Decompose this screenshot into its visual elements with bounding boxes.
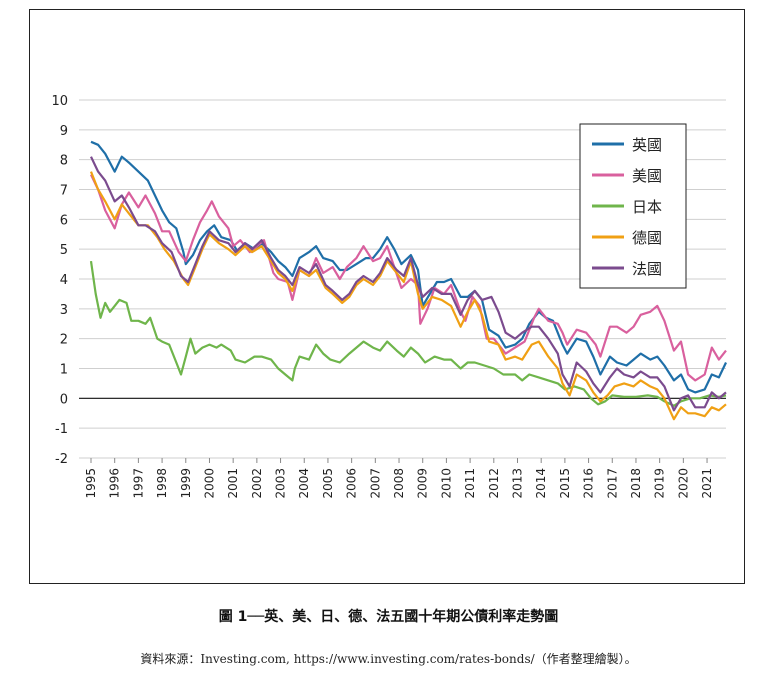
x-tick-label: 1996 [108, 468, 122, 499]
series-line-0 [90, 140, 727, 394]
x-tick-label: 2002 [250, 468, 264, 499]
y-tick-label: 0 [60, 392, 68, 407]
x-tick-label: 2018 [629, 468, 643, 499]
x-tick-label: 2006 [345, 468, 359, 499]
y-tick-label: -1 [55, 422, 68, 437]
x-tick-label: 1999 [179, 468, 193, 499]
y-tick-label: 8 [60, 154, 68, 169]
y-tick-label: 4 [60, 273, 68, 288]
x-tick-label: 2015 [558, 468, 572, 499]
x-tick-label: 1997 [131, 468, 145, 499]
x-tick-label: 2021 [700, 468, 714, 499]
legend-label: 英國 [632, 136, 662, 154]
x-tick-label: 1995 [84, 468, 98, 499]
x-tick-label: 2007 [368, 468, 382, 499]
x-tick-label: 2014 [534, 468, 548, 499]
x-tick-label: 2009 [416, 468, 430, 499]
x-tick-label: 2016 [582, 468, 596, 499]
x-tick-label: 2017 [605, 468, 619, 499]
legend-label: 美國 [632, 167, 662, 185]
legend-label: 法國 [632, 260, 662, 278]
y-tick-label: 6 [60, 213, 68, 228]
x-tick-label: 2012 [487, 468, 501, 499]
chart-frame [29, 9, 745, 584]
x-tick-label: 2019 [653, 468, 667, 499]
y-tick-label: 1 [60, 363, 68, 378]
y-tick-label: 10 [51, 94, 68, 109]
series-line-1 [90, 174, 727, 382]
x-tick-label: 2000 [202, 468, 216, 499]
x-tick-label: 2011 [463, 468, 477, 499]
x-tick-label: 2008 [392, 468, 406, 499]
x-tick-label: 2004 [297, 468, 311, 499]
x-tick-label: 2001 [226, 468, 240, 499]
y-tick-label: -2 [55, 452, 68, 467]
y-tick-label: 9 [60, 124, 68, 139]
x-tick-label: 2005 [321, 468, 335, 499]
series-line-2 [89, 260, 727, 407]
y-tick-label: 3 [60, 303, 68, 318]
figure-caption: 圖 1──英、美、日、德、法五國十年期公債利率走勢圖 [218, 609, 559, 625]
x-tick-label: 2003 [274, 468, 288, 499]
y-tick-label: 5 [60, 243, 68, 258]
legend-label: 德國 [632, 229, 662, 247]
x-tick-label: 2013 [510, 468, 524, 499]
series-line-4 [90, 156, 727, 412]
y-tick-label: 7 [60, 184, 68, 199]
figure-source: 資料來源：Investing.com, https://www.investin… [140, 652, 637, 666]
legend-label: 日本 [632, 198, 662, 216]
y-tick-label: 2 [60, 333, 68, 348]
x-tick-label: 2020 [676, 468, 690, 499]
x-tick-label: 1998 [155, 468, 169, 499]
x-tick-label: 2010 [439, 468, 453, 499]
